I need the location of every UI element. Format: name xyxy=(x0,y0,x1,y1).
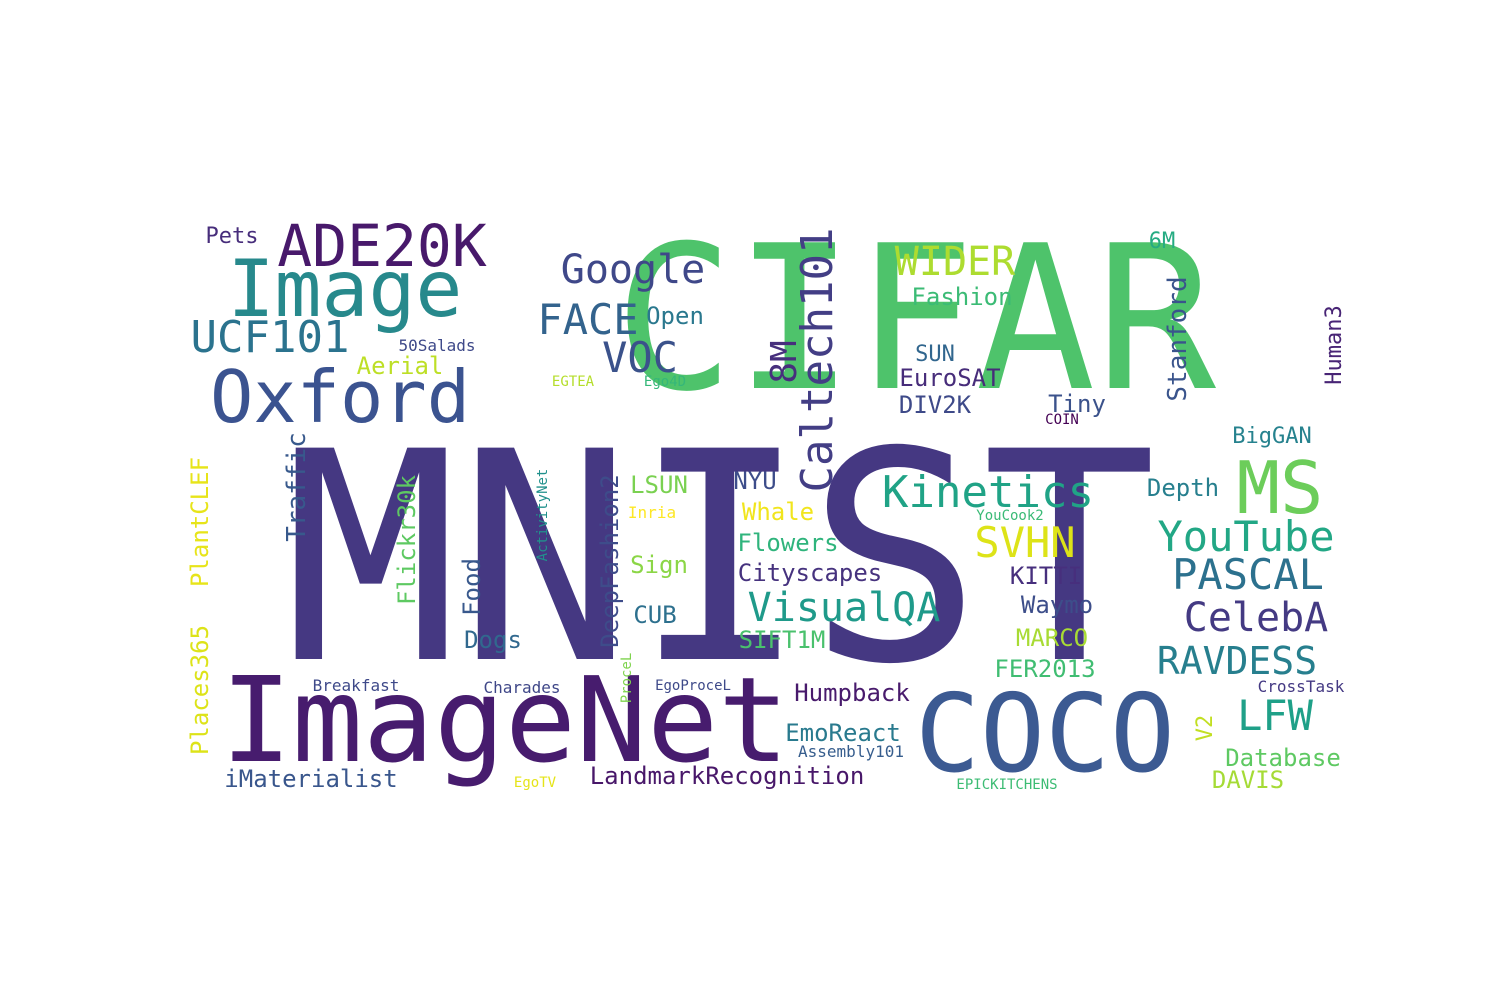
word-ego4d: Ego4D xyxy=(643,374,687,390)
word-open: Open xyxy=(646,302,704,330)
word-svhn: SVHN xyxy=(974,518,1076,567)
word-6m: 6M xyxy=(1148,229,1176,254)
word-ucf101: UCF101 xyxy=(190,312,350,363)
word-div2k: DIV2K xyxy=(898,391,972,419)
word-breakfast: Breakfast xyxy=(312,676,400,695)
word-ravdess: RAVDESS xyxy=(1156,639,1318,683)
word-landmarkrecognition: LandmarkRecognition xyxy=(589,762,865,790)
word-lfw: LFW xyxy=(1237,691,1313,740)
word-inria: Inria xyxy=(627,503,677,522)
word-mnist: MNIST xyxy=(283,391,1157,728)
word-cifar: CIFAR xyxy=(613,203,1217,436)
word-activitynet: ActivityNet xyxy=(535,468,551,562)
word-google: Google xyxy=(560,247,706,293)
word-youtube: YouTube xyxy=(1157,512,1335,561)
word-kinetics: Kinetics xyxy=(882,467,1094,518)
word-lsun: LSUN xyxy=(630,471,688,499)
word-fer2013: FER2013 xyxy=(994,655,1096,683)
word-8m: 8M xyxy=(764,340,805,384)
word-wider: WIDER xyxy=(894,239,1016,285)
word-flickr30k: Flickr30k xyxy=(393,474,421,606)
word-marco: MARCO xyxy=(1015,624,1089,652)
word-coco: COCO xyxy=(914,672,1176,797)
word-ms: MS xyxy=(1236,446,1324,530)
word-image: Image xyxy=(227,245,463,335)
word-tiny: Tiny xyxy=(1048,390,1106,418)
word-egoprocel: EgoProceL xyxy=(655,678,731,694)
word-humpback: Humpback xyxy=(794,679,910,707)
word-dogs: Dogs xyxy=(464,626,522,654)
word-depth: Depth xyxy=(1146,474,1220,502)
word-sift1m: SIFT1M xyxy=(738,626,826,654)
word-v2: V2 xyxy=(1193,714,1218,742)
word-plantclef: PlantCLEF xyxy=(186,456,214,588)
word-pets: Pets xyxy=(205,224,259,249)
word-sun: SUN xyxy=(915,342,955,367)
word-sign: Sign xyxy=(630,551,688,579)
word-procel: ProceL xyxy=(619,652,635,704)
word-face: FACE xyxy=(537,295,639,344)
word-traffic: Traffic xyxy=(282,432,312,542)
word-aerial: Aerial xyxy=(356,352,444,380)
word-waymo: Waymo xyxy=(1020,591,1094,619)
word-davis: DAVIS xyxy=(1211,766,1285,794)
word-crosstask: CrossTask xyxy=(1257,677,1345,696)
word-egtea: EGTEA xyxy=(551,374,595,390)
word-human3: Human3 xyxy=(1322,305,1347,385)
word-flowers: Flowers xyxy=(737,529,839,557)
word-database: Database xyxy=(1225,744,1341,772)
word-assembly101: Assembly101 xyxy=(798,742,904,761)
word-cityscapes: Cityscapes xyxy=(737,559,883,587)
word-whale: Whale xyxy=(741,498,815,526)
word-food: Food xyxy=(458,558,486,616)
word-ade20k: ADE20K xyxy=(277,212,487,280)
word-charades: Charades xyxy=(483,678,561,697)
word-celeba: CelebA xyxy=(1183,595,1329,641)
word-stanford: Stanford xyxy=(1163,276,1193,402)
word-fashion: Fashion xyxy=(911,283,1013,311)
word-imaterialist: iMaterialist xyxy=(224,765,398,793)
word-imagenet: ImageNet xyxy=(220,651,790,789)
word-coin: COIN xyxy=(1045,412,1079,428)
word-oxford: Oxford xyxy=(209,355,471,439)
word-emoreact: EmoReact xyxy=(785,719,901,747)
word-pascal: PASCAL xyxy=(1172,550,1324,599)
word-egotv: EgoTV xyxy=(513,775,557,791)
word-youcook2: YouCook2 xyxy=(976,508,1044,524)
word-50salads: 50Salads xyxy=(398,336,476,355)
word-cub: CUB xyxy=(633,601,677,629)
word-nyu: NYU xyxy=(733,467,777,495)
word-visualqa: VisualQA xyxy=(747,585,941,631)
word-voc: VOC xyxy=(602,333,678,382)
word-epickitchens: EPICKITCHENS xyxy=(956,777,1058,793)
word-deepfashion2: DeepFashion2 xyxy=(596,474,624,648)
word-eurosat: EuroSAT xyxy=(899,364,1001,392)
word-places365: Places365 xyxy=(186,624,214,756)
word-biggan: BigGAN xyxy=(1232,424,1312,449)
word-kitti: KITTI xyxy=(1009,562,1083,590)
